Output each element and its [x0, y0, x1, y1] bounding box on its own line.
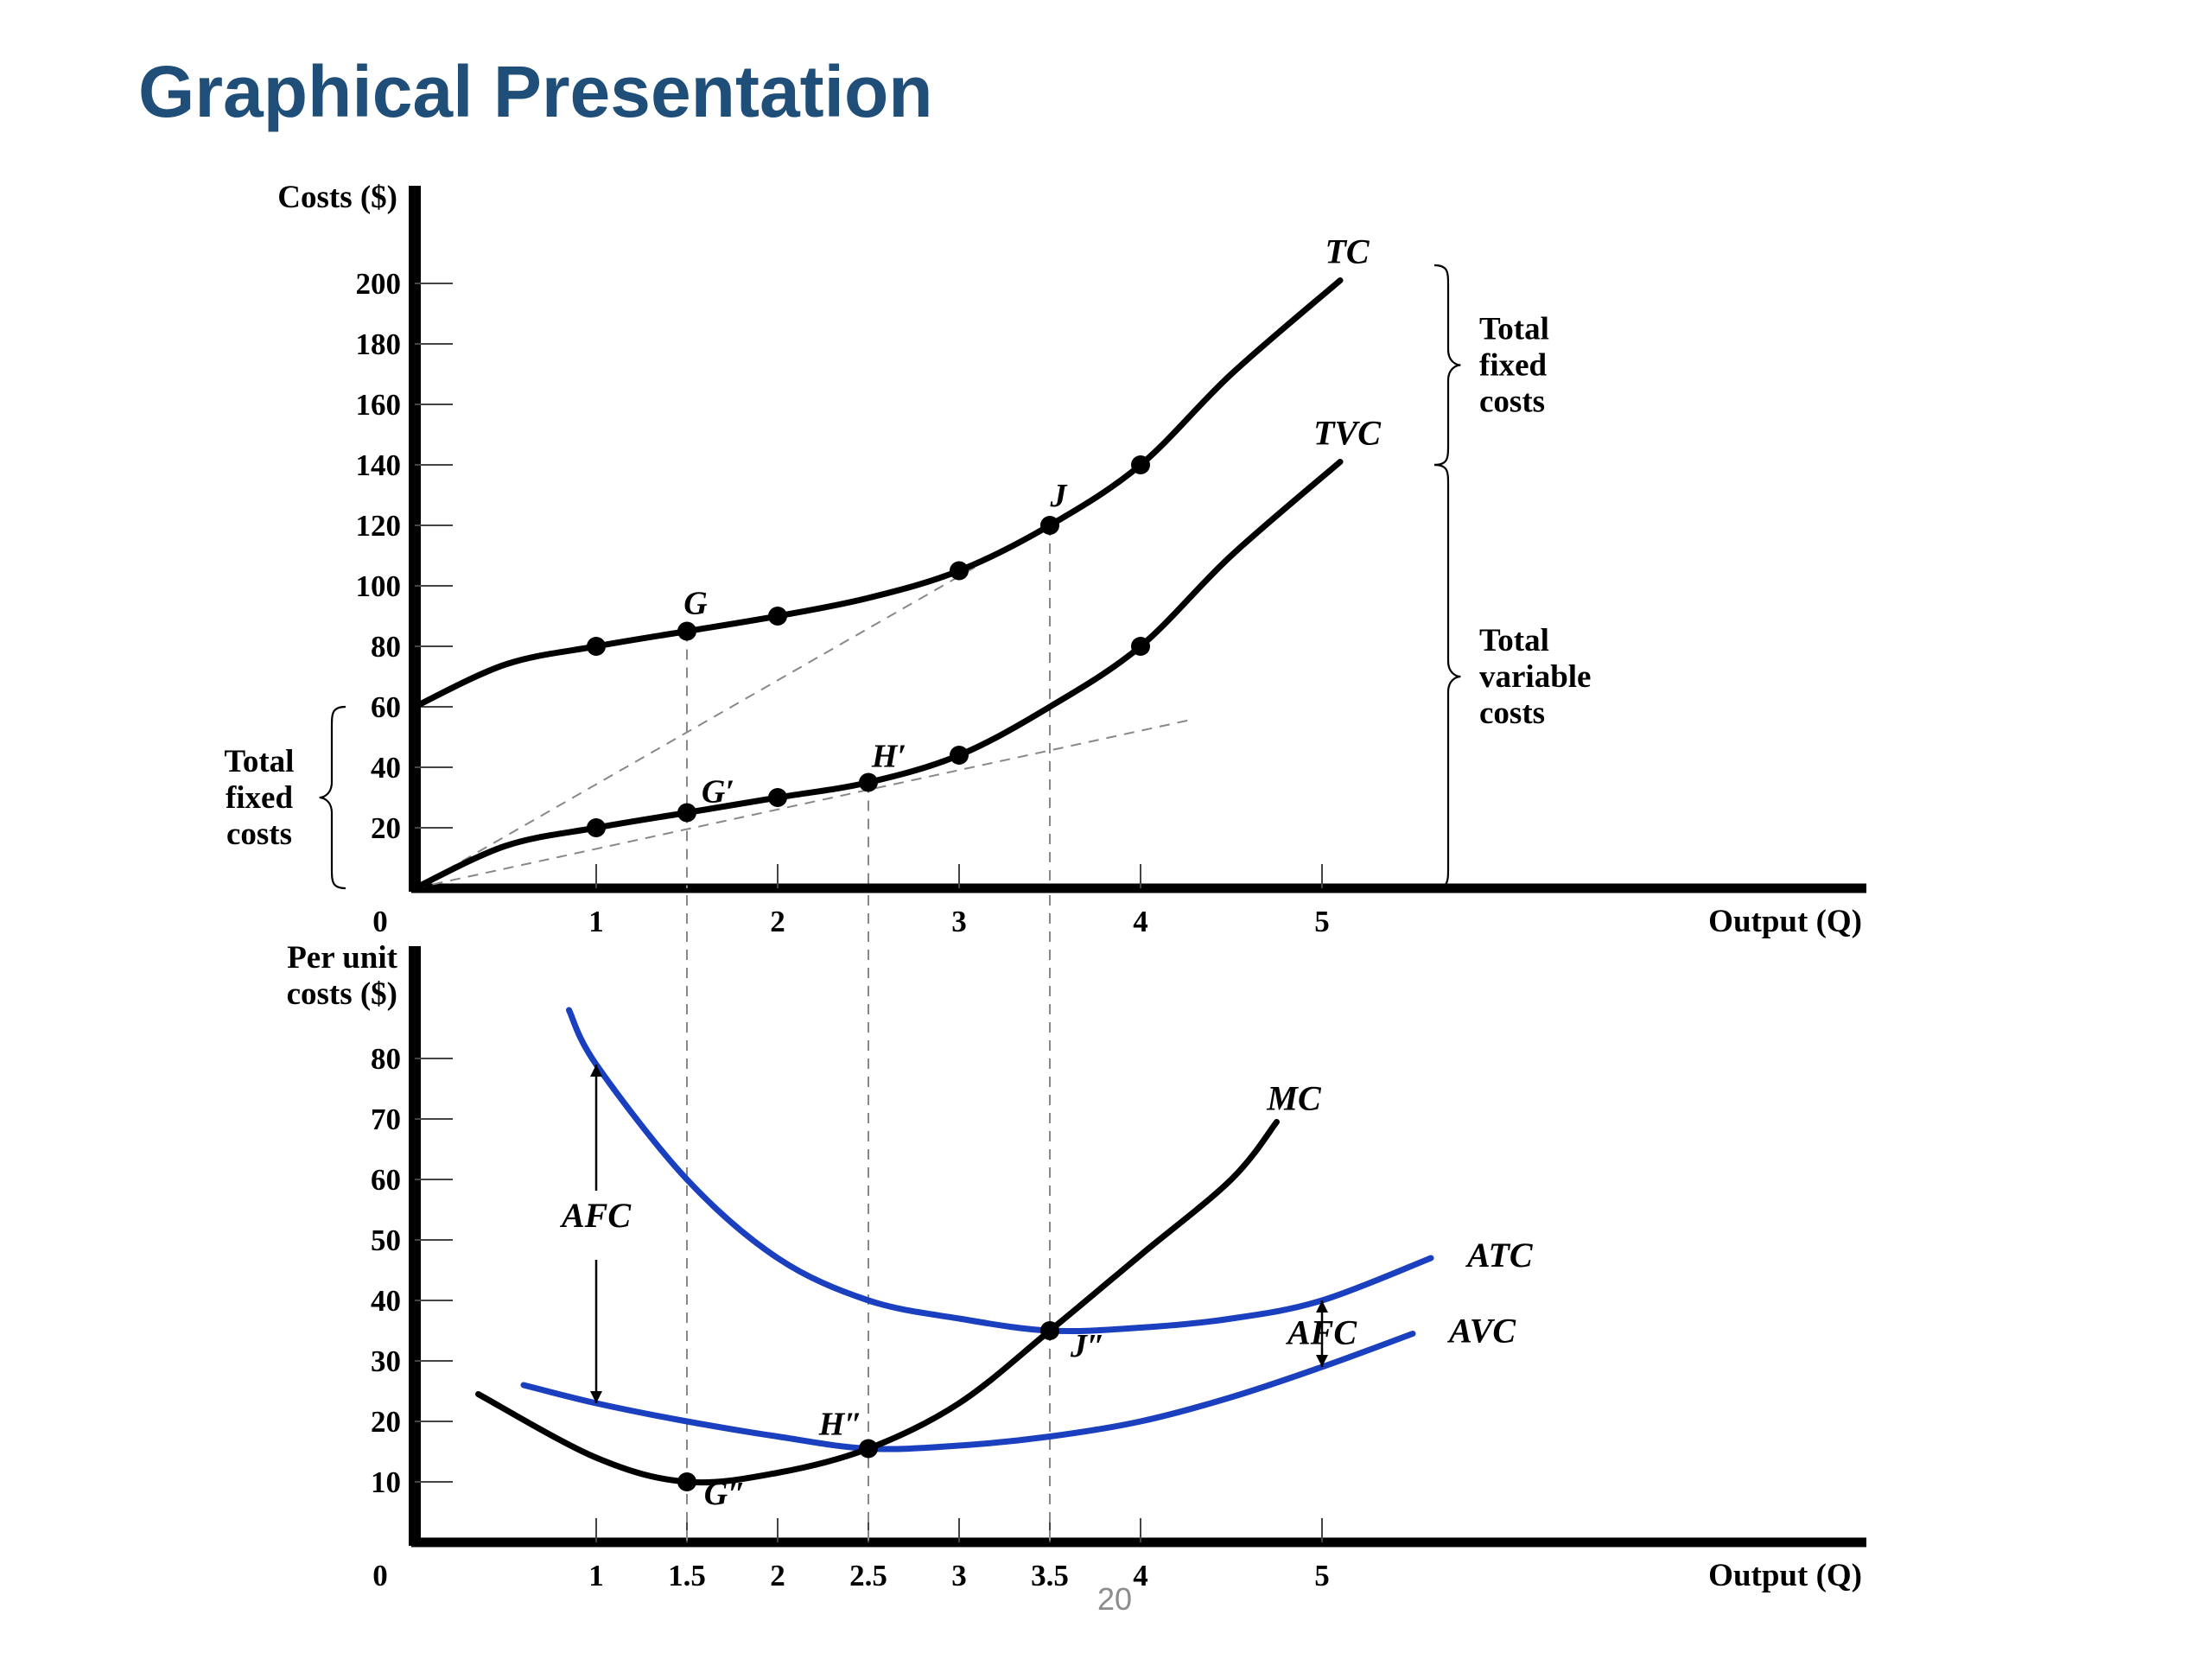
- origin-label: 0: [372, 905, 388, 938]
- x-tick-label: 2: [770, 1559, 785, 1592]
- y-tick-label: 40: [371, 751, 401, 785]
- brace-right-fixed: [1433, 264, 1461, 467]
- afc-label: AFC: [1285, 1313, 1357, 1352]
- tvc-marker: [677, 803, 696, 823]
- tvc-marker: [587, 818, 606, 837]
- y-tick-label: 70: [371, 1103, 401, 1136]
- point-label-g-double-prime: G″: [704, 1476, 746, 1512]
- tvc-marker: [768, 788, 787, 807]
- brace-label: Total: [1479, 623, 1549, 658]
- y-axis-title: Per unit: [287, 940, 397, 976]
- y-tick-label: 60: [371, 690, 401, 724]
- brace-left-fixed: [319, 705, 346, 890]
- brace-label: costs: [1479, 696, 1545, 731]
- brace-label: fixed: [226, 780, 294, 816]
- afc-label: AFC: [559, 1196, 632, 1235]
- tvc-label: TVC: [1313, 414, 1382, 453]
- page-number: 20: [1096, 1581, 1133, 1617]
- y-axis-title: Costs ($): [277, 180, 397, 215]
- x-tick-label: 3: [951, 905, 967, 938]
- x-axis-title: Output (Q): [1708, 1558, 1862, 1593]
- tangent-ray: [414, 555, 996, 889]
- tc-marker: [587, 637, 606, 656]
- tvc-curve: [411, 459, 1344, 892]
- x-tick-label: 3.5: [1031, 1559, 1069, 1592]
- tc-marker: [768, 607, 787, 626]
- y-axis-title: costs ($): [287, 976, 397, 1012]
- y-tick-label: 40: [371, 1284, 401, 1318]
- tangent-ray: [414, 718, 1196, 889]
- brace-label: fixed: [1479, 348, 1548, 384]
- brace-label: variable: [1479, 659, 1591, 695]
- brace-label: Total: [1479, 312, 1549, 347]
- afc-arrow-head: [1316, 1355, 1328, 1367]
- x-tick-label: 1: [588, 905, 604, 938]
- slide-title: Graphical Presentation: [138, 51, 933, 132]
- afc-arrow-head: [590, 1391, 602, 1403]
- tvc-marker: [1131, 637, 1150, 656]
- avc-label: AVC: [1446, 1312, 1516, 1351]
- y-tick-label: 140: [356, 448, 402, 482]
- x-tick-label: 3: [951, 1559, 967, 1592]
- y-tick-label: 80: [371, 630, 401, 664]
- tc-marker: [677, 621, 696, 641]
- y-tick-label: 50: [371, 1224, 401, 1257]
- atc-curve: [566, 1007, 1434, 1335]
- point-label-h-prime: H′: [871, 739, 906, 775]
- point-label-j-double-prime: J″: [1070, 1328, 1105, 1364]
- mc-label: MC: [1266, 1079, 1322, 1118]
- x-tick-label: 5: [1314, 905, 1330, 938]
- x-tick-label: 1.5: [668, 1559, 706, 1592]
- point-label-g: G: [683, 586, 708, 622]
- brace-label: Total: [225, 744, 295, 779]
- y-tick-label: 20: [371, 1405, 401, 1439]
- y-tick-label: 120: [356, 509, 402, 543]
- tvc-marker: [950, 746, 969, 765]
- x-tick-label: 1: [588, 1559, 604, 1592]
- x-tick-label: 4: [1133, 905, 1148, 938]
- afc-arrow-head: [1316, 1300, 1328, 1313]
- brace-right-variable: [1433, 463, 1461, 890]
- mc-curve: [475, 1119, 1280, 1486]
- x-tick-label: 2: [770, 905, 785, 938]
- y-tick-label: 80: [371, 1042, 401, 1076]
- tc-curve: [411, 277, 1344, 710]
- point-label-j: J: [1050, 478, 1068, 514]
- afc-arrow-head: [590, 1065, 602, 1077]
- y-tick-label: 180: [356, 327, 402, 361]
- y-tick-label: 30: [371, 1344, 401, 1378]
- y-tick-label: 100: [356, 569, 402, 603]
- x-tick-label: 4: [1133, 1559, 1148, 1592]
- tvc-marker: [859, 772, 878, 792]
- origin-label: 0: [372, 1559, 388, 1592]
- y-tick-label: 20: [371, 811, 401, 845]
- y-tick-label: 10: [371, 1465, 401, 1499]
- total-cost-chart: 20 40 60 80 100 120 140 160 180 200 1 2 3 4 5 0 Output (…: [225, 180, 1866, 939]
- atc-min-marker: [1040, 1321, 1059, 1340]
- brace-label: costs: [226, 817, 292, 852]
- point-label-h-double-prime: H″: [818, 1407, 863, 1443]
- tc-marker: [1040, 516, 1059, 535]
- point-label-g-prime: G′: [702, 774, 734, 810]
- tc-marker: [1131, 455, 1150, 474]
- y-tick-label: 60: [371, 1163, 401, 1197]
- x-axis-title: Output (Q): [1708, 904, 1862, 939]
- x-tick-label: 2.5: [849, 1559, 887, 1592]
- y-tick-label: 160: [356, 388, 402, 422]
- y-tick-label: 200: [356, 267, 402, 301]
- mc-min-marker: [677, 1472, 696, 1491]
- tc-marker: [950, 561, 969, 581]
- brace-label: costs: [1479, 385, 1545, 420]
- x-tick-label: 5: [1314, 1559, 1330, 1592]
- atc-label: ATC: [1465, 1236, 1534, 1274]
- avc-curve: [520, 1331, 1416, 1452]
- avc-min-marker: [859, 1439, 878, 1459]
- tc-label: TC: [1325, 232, 1370, 271]
